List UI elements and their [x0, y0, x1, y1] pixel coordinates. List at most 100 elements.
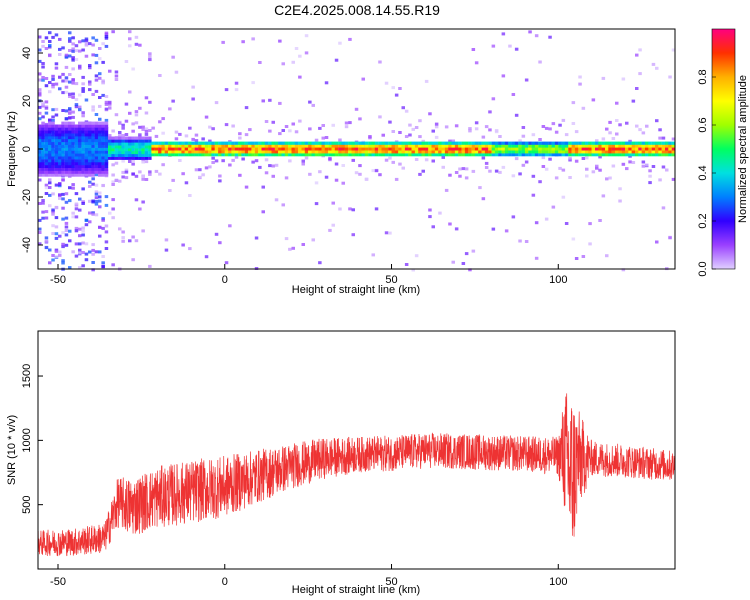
spectrogram-cell [84, 144, 89, 148]
spectrogram-cell [94, 130, 99, 134]
spectrogram-cell [394, 141, 399, 145]
spectrogram-cell [101, 121, 105, 125]
spectrogram-cell [518, 141, 522, 145]
spectrogram-cell [138, 150, 142, 155]
spectrogram-cell [444, 150, 449, 154]
spectrogram-cell [208, 144, 212, 148]
spectrogram-cell [104, 203, 109, 207]
spectrogram-cell [138, 106, 142, 110]
spectrogram-cell [128, 139, 132, 143]
spectrogram-cell [284, 150, 289, 154]
spectrogram-cell [44, 246, 49, 250]
spectrogram-cell [38, 162, 42, 166]
spectrogram-cell [48, 204, 52, 208]
spectrogram-cell [458, 144, 462, 148]
spectrogram-cell [144, 136, 149, 140]
spectrogram-cell [461, 153, 466, 157]
spectrogram-cell [98, 117, 102, 121]
spectrogram-cell [94, 190, 99, 194]
spectrogram-cell [288, 247, 292, 251]
spectrogram-cell [291, 60, 295, 64]
spectrogram-cell [61, 133, 65, 137]
spectrogram-cell [98, 250, 102, 254]
spectrogram-cell [214, 147, 219, 151]
spectrogram-cell [218, 174, 222, 178]
spectrogram-cell [568, 150, 572, 154]
spectrogram-cell [128, 44, 132, 48]
spectrogram-cell [414, 147, 419, 151]
spectrogram-cell [418, 147, 422, 151]
spectrogram-cell [661, 141, 666, 145]
spectrogram-cell [158, 144, 162, 148]
spectrogram-cell [374, 169, 379, 173]
spectrogram-cell [151, 141, 155, 145]
spectrogram-cell [574, 147, 579, 151]
spectrogram-cell [311, 238, 315, 242]
spectrogram-cell [401, 166, 405, 170]
spectrogram-cell [78, 49, 82, 53]
spectrogram-cell [168, 153, 172, 157]
spectrogram-cell [64, 147, 69, 151]
spectrogram-cell [51, 153, 55, 157]
spectrogram-cell [418, 141, 422, 145]
spectrogram-cell [98, 164, 102, 168]
spectrogram-cell [484, 147, 489, 151]
spectrogram-cell [655, 141, 659, 145]
spectrogram-cell [468, 129, 472, 133]
spectrogram-cell [414, 158, 419, 161]
spectrogram-cell [61, 197, 65, 201]
spectrogram-cell [118, 139, 122, 143]
spectrogram-cell [131, 172, 135, 176]
snr-line [37, 393, 676, 557]
spectrogram-cell [68, 92, 72, 96]
snr-y-tick-label: 1000 [21, 428, 33, 452]
spectrogram-cell [318, 147, 322, 151]
spectrogram-cell [244, 153, 249, 157]
spectrogram-cell [68, 130, 72, 134]
spectrogram-cell [214, 144, 219, 148]
spectrogram-cell [291, 141, 295, 145]
spectrogram-cell [131, 139, 135, 143]
spectrogram-cell [131, 150, 135, 155]
spectrogram-cell [81, 124, 85, 128]
spectrogram-cell [131, 136, 135, 140]
spectrogram-cell [131, 67, 135, 71]
spectrogram-cell [294, 150, 299, 154]
spectrogram-cell [628, 150, 632, 154]
spectrogram-cell [321, 144, 325, 148]
spectrogram-cell [44, 130, 49, 134]
spectrogram-cell [194, 150, 199, 154]
spectrogram-cell [74, 162, 79, 166]
spectrogram-cell [551, 122, 556, 126]
spectrogram-cell [51, 35, 55, 39]
spectrogram-cell [68, 111, 72, 115]
spectrogram-cell [48, 130, 52, 134]
spectrogram-cell [88, 82, 92, 86]
spectrogram-cell [404, 135, 409, 138]
spectrogram-cell [38, 78, 42, 82]
spectrogram-cell [408, 150, 412, 154]
spectrogram-cell [651, 147, 656, 151]
spectrogram-cell [94, 159, 99, 163]
spectrogram-cell [585, 156, 589, 160]
spectrogram-cell [144, 96, 149, 100]
spectrogram-cell [671, 144, 676, 148]
spectrogram-cell [81, 144, 85, 148]
spectrogram-cell [221, 141, 225, 145]
colorbar: 0.00.20.40.60.8 Normalized spectral ampl… [697, 28, 749, 277]
spectrogram-cell [638, 48, 642, 52]
spectrogram-cell [141, 156, 145, 160]
spectrogram-cell [531, 174, 536, 178]
spectrogram-cell [44, 192, 49, 195]
spectrogram-cell [41, 115, 45, 119]
spectrogram-cell [141, 136, 145, 140]
spectrogram-cell [168, 150, 172, 154]
spectrogram-cell [64, 192, 69, 196]
spectrogram-cell [74, 98, 79, 101]
spectrogram-cell [391, 147, 395, 151]
spectrogram-cell [64, 117, 69, 121]
spectrogram-cell [238, 153, 242, 157]
spectrogram-cell [358, 164, 362, 168]
spectrogram-cell [81, 89, 85, 93]
spectrogram-cell [361, 141, 365, 145]
